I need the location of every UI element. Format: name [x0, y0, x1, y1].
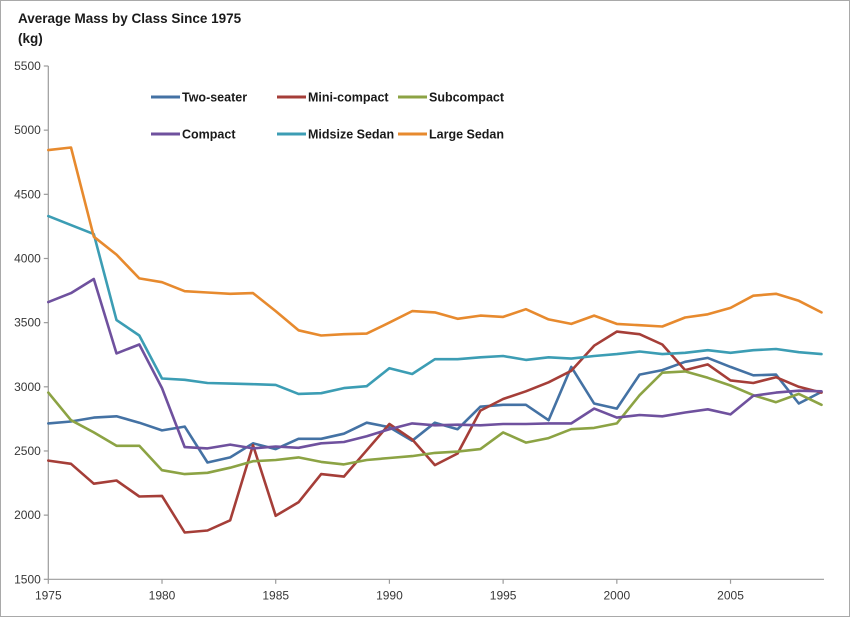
legend-label: Midsize Sedan [308, 128, 394, 142]
y-tick-label: 3000 [14, 380, 41, 394]
x-tick-label: 1985 [262, 588, 289, 602]
series-line-mini-compact [46, 330, 823, 534]
legend-item-mini-compact: Mini-compact [277, 91, 389, 105]
legend-item-compact: Compact [151, 128, 236, 142]
chart-title: Average Mass by Class Since 1975 [18, 11, 242, 26]
y-tick-label: 1500 [14, 572, 41, 586]
chart-units-label: (kg) [18, 31, 43, 46]
x-tick-label: 1990 [376, 588, 403, 602]
legend-label: Large Sedan [429, 128, 504, 142]
series-line-midsize-sedan [46, 214, 823, 396]
legend-item-subcompact: Subcompact [398, 91, 505, 105]
x-tick-label: 1975 [35, 588, 62, 602]
y-tick-label: 5000 [14, 123, 41, 137]
series-line-compact [46, 277, 823, 450]
legend-label: Subcompact [429, 91, 505, 105]
x-tick-label: 2000 [603, 588, 630, 602]
legend-label: Mini-compact [308, 91, 389, 105]
legend-item-midsize-sedan: Midsize Sedan [277, 128, 394, 142]
y-tick-label: 2000 [14, 508, 41, 522]
chart-title-block: Average Mass by Class Since 1975 (kg) [18, 9, 241, 49]
y-tick-label: 3500 [14, 316, 41, 330]
y-tick-label: 4500 [14, 187, 41, 201]
legend-item-large-sedan: Large Sedan [398, 128, 504, 142]
series-line-large-sedan [46, 146, 823, 337]
series-line-subcompact [46, 370, 823, 476]
x-tick-label: 1995 [490, 588, 517, 602]
x-tick-label: 1980 [149, 588, 176, 602]
legend-item-two-seater: Two-seater [151, 91, 247, 105]
x-tick-label: 2005 [717, 588, 744, 602]
y-tick-label: 2500 [14, 444, 41, 458]
y-tick-label: 4000 [14, 251, 41, 265]
legend-label: Two-seater [182, 91, 247, 105]
y-tick-label: 5500 [14, 59, 41, 73]
legend-label: Compact [182, 128, 236, 142]
